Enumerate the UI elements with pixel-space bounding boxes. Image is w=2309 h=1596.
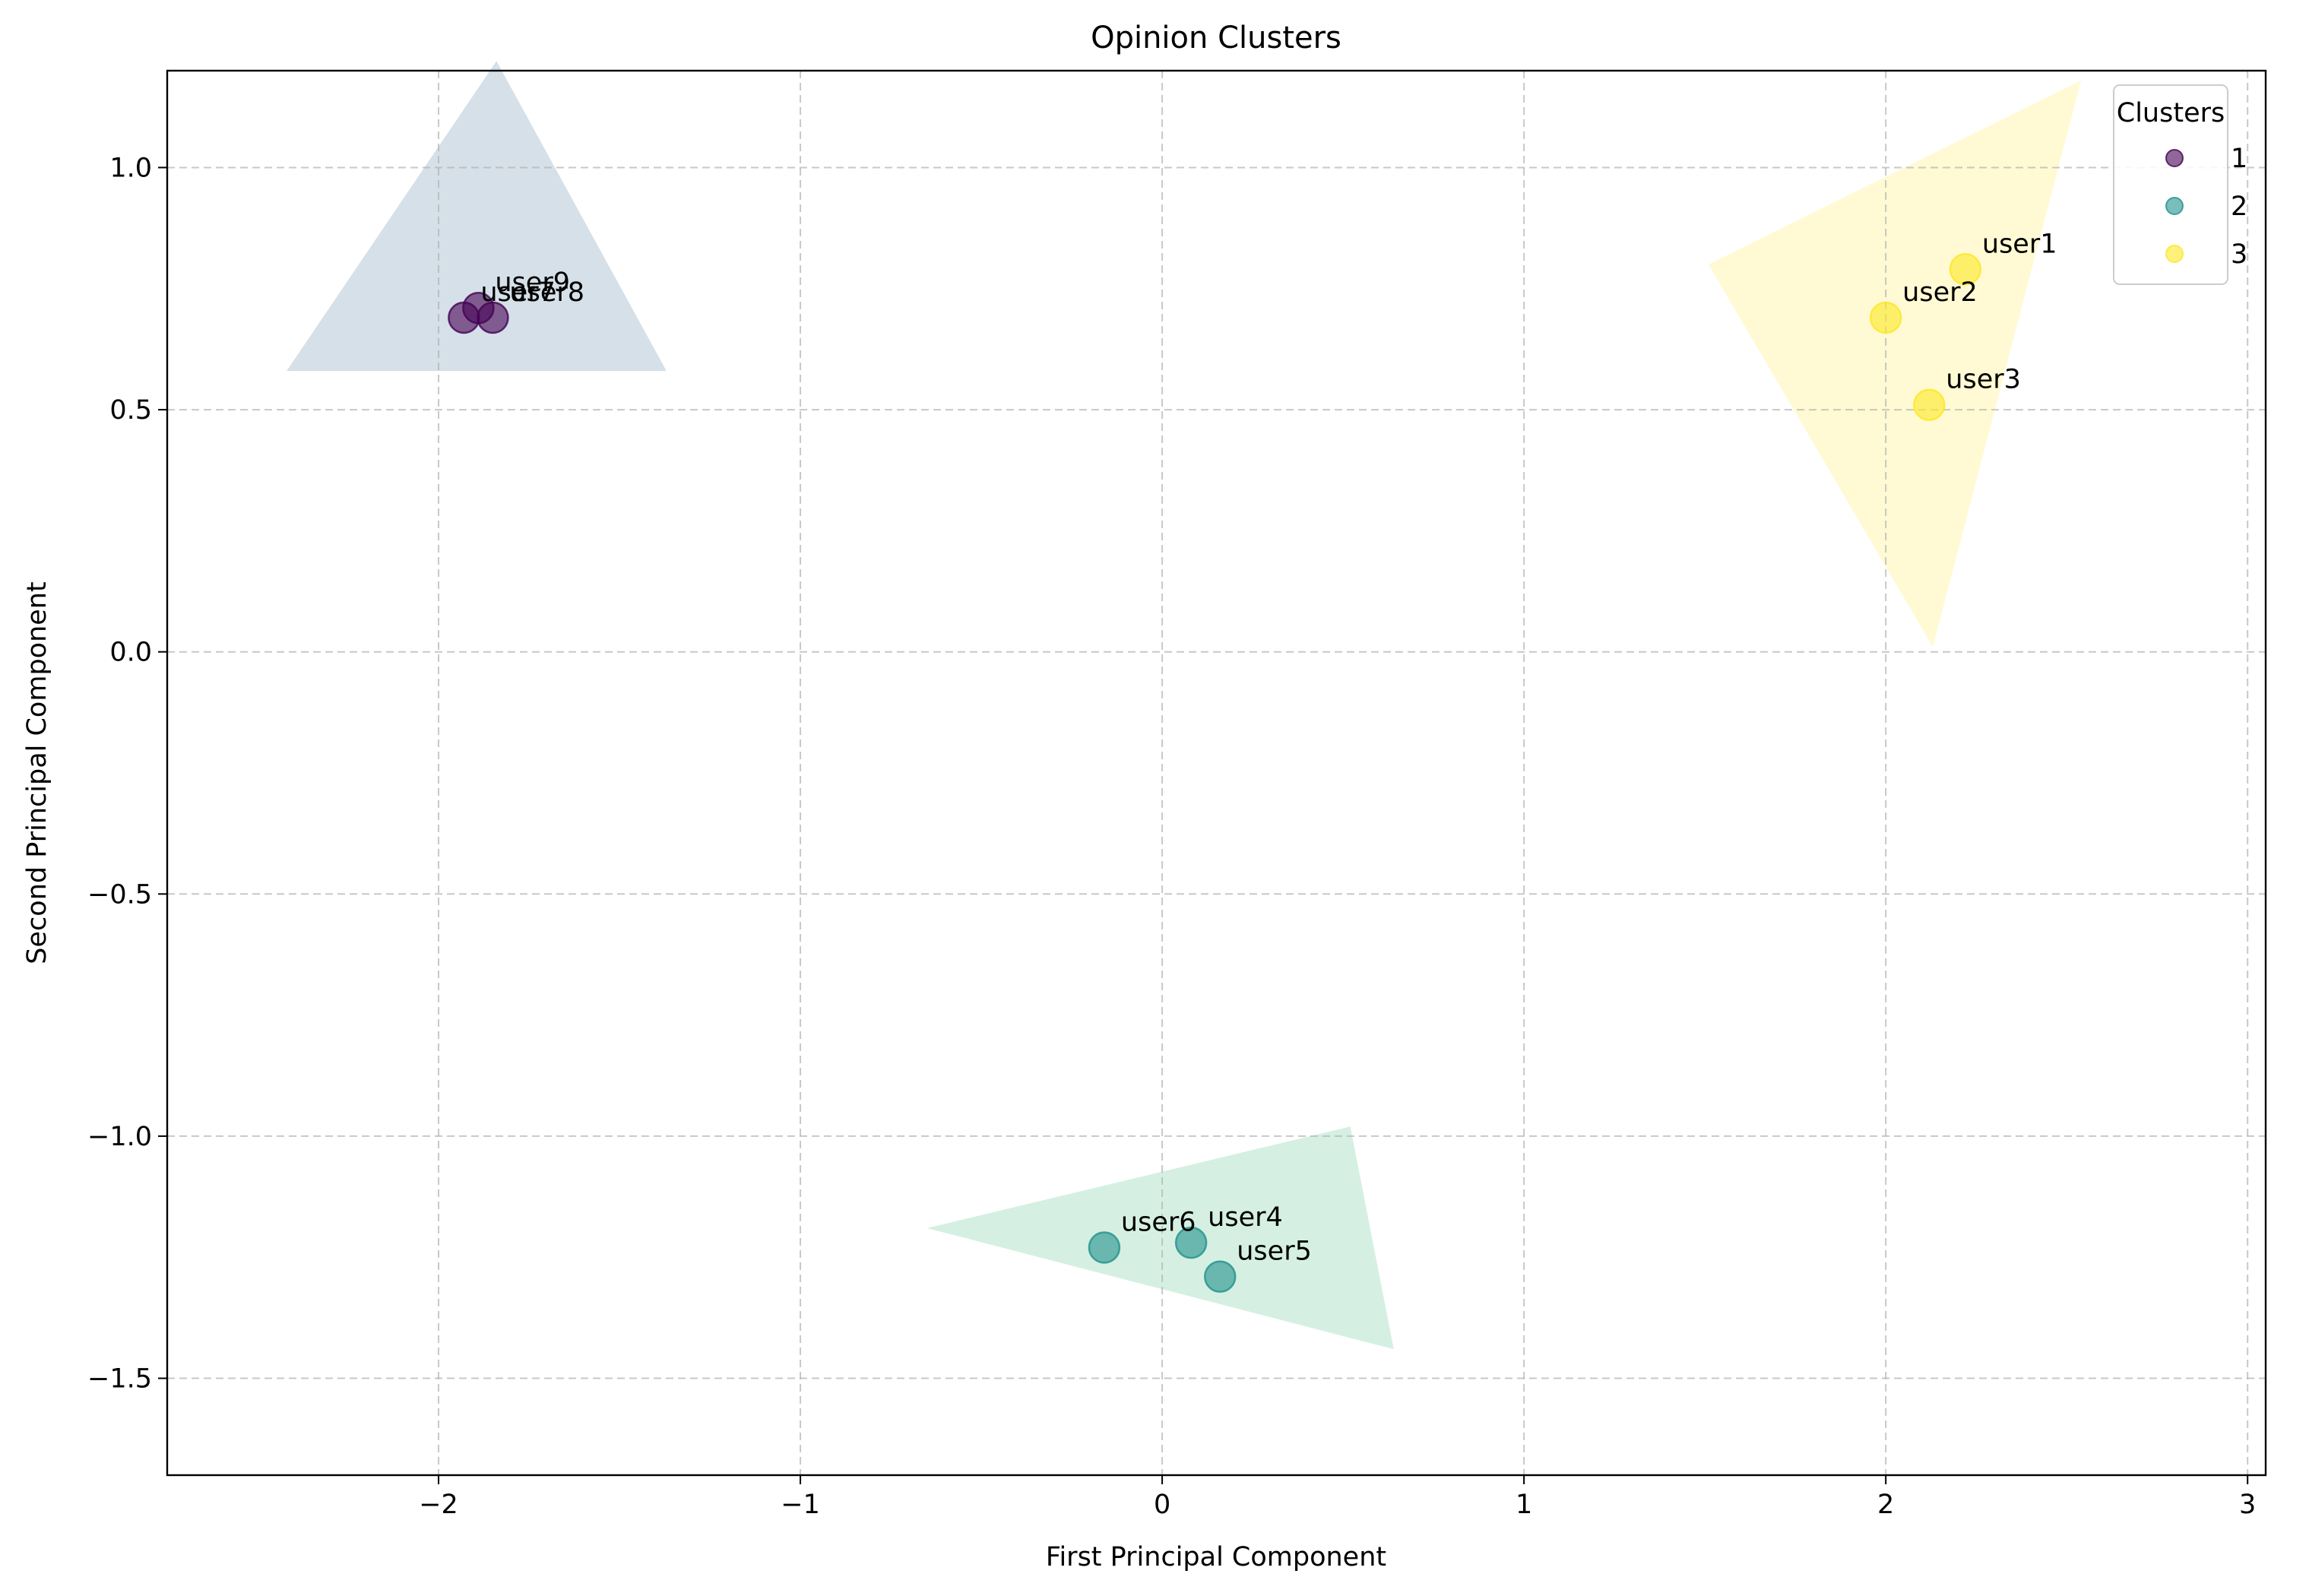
x-tick-label: −1 [781, 1490, 820, 1520]
point-label-user4: user4 [1208, 1202, 1283, 1233]
legend-marker-3 [2165, 245, 2184, 263]
x-tick-label: 0 [1154, 1490, 1170, 1520]
x-axis-label: First Principal Component [1046, 1542, 1386, 1572]
x-tick-label: 2 [1877, 1490, 1894, 1520]
y-tick-label: 1.0 [109, 153, 152, 183]
cluster-hull-3 [1708, 80, 2082, 648]
y-tick-label: −0.5 [87, 879, 152, 910]
legend: Clusters 1 2 3 [2113, 84, 2247, 285]
data-points [448, 253, 1982, 1293]
x-tick-label: 1 [1516, 1490, 1532, 1520]
legend-frame [2113, 84, 2228, 285]
point-label-user6: user6 [1121, 1207, 1196, 1237]
data-point-user6 [1088, 1231, 1121, 1264]
point-label-user5: user5 [1237, 1237, 1312, 1267]
data-point-user2 [1869, 301, 1902, 334]
cluster-hulls [287, 61, 2082, 1350]
point-label-user3: user3 [1946, 365, 2021, 395]
data-point-user3 [1913, 388, 1946, 421]
legend-marker-1 [2165, 149, 2184, 167]
point-label-user7: user7 [480, 277, 556, 308]
x-tick-label: 3 [2239, 1490, 2256, 1520]
point-label-user8: user8 [509, 277, 584, 308]
legend-label-3: 3 [2231, 239, 2247, 270]
plot-frame [166, 69, 2267, 1477]
cluster-hull-2 [926, 1126, 1394, 1350]
chart-title: Opinion Clusters [1091, 21, 1341, 55]
y-tick-label: 0.0 [109, 638, 152, 668]
legend-label-1: 1 [2231, 144, 2247, 174]
data-point-user4 [1174, 1226, 1208, 1259]
x-tick-label: −2 [419, 1490, 458, 1520]
y-tick-label: −1.0 [87, 1122, 152, 1152]
cluster-hull-1 [287, 61, 667, 372]
legend-label-2: 2 [2231, 192, 2247, 222]
point-label-user9: user9 [495, 268, 570, 298]
y-tick-label: 0.5 [109, 395, 152, 426]
y-tick-label: −1.5 [87, 1364, 152, 1395]
axis-ticks: −2 −1 0 1 2 3 −1.5 −1.0 −0.5 0.0 0.5 1.0 [87, 153, 2256, 1520]
legend-title: Clusters [2117, 98, 2225, 128]
point-label-user1: user1 [1982, 229, 2057, 259]
y-axis-label: Second Principal Component [22, 581, 52, 964]
data-point-user9 [462, 291, 495, 325]
data-point-user5 [1204, 1260, 1237, 1293]
legend-marker-2 [2165, 197, 2184, 215]
point-label-user2: user2 [1902, 277, 1978, 308]
legend-items: 1 2 3 [2165, 144, 2247, 270]
data-point-user1 [1949, 253, 1982, 286]
